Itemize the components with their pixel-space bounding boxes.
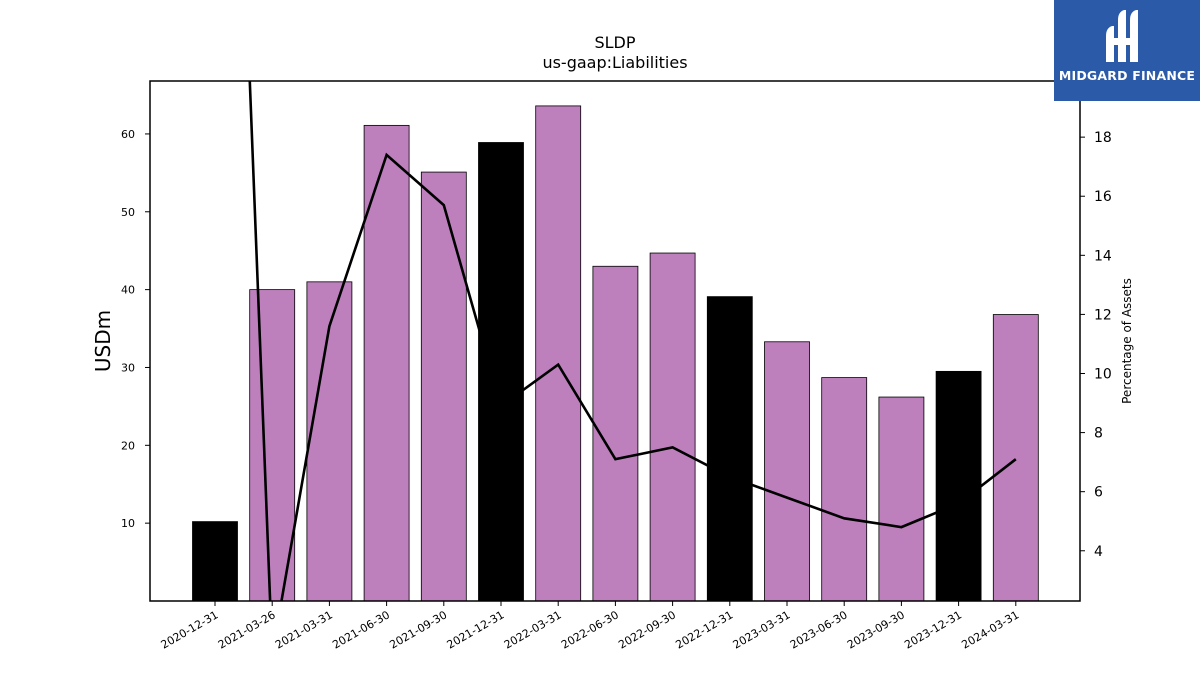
line-group — [248, 81, 1017, 601]
y2-tick-label: 6 — [1094, 485, 1103, 501]
x-tick-label: 2023-09-30 — [845, 608, 907, 651]
y-tick-label: 10 — [121, 517, 135, 530]
y-tick-label: 40 — [121, 284, 135, 297]
x-tick-label: 2020-12-31 — [159, 608, 221, 651]
bar-2022-03-31 — [535, 105, 582, 602]
x-tick-label: 2021-06-30 — [330, 608, 392, 651]
x-tick-label: 2022-12-31 — [673, 608, 735, 651]
y2-tick-label: 14 — [1094, 248, 1112, 264]
y-tick-label: 50 — [121, 206, 135, 219]
bar-2023-06-30 — [821, 377, 868, 602]
y-tick-label: 60 — [121, 128, 135, 141]
x-tick-label: 2022-06-30 — [559, 608, 621, 651]
chart-subtitle: us-gaap:Liabilities — [542, 53, 687, 72]
x-tick-label: 2023-12-31 — [902, 608, 964, 651]
x-tick-label: 2024-03-31 — [959, 608, 1021, 651]
x-tick-label: 2022-03-31 — [502, 608, 564, 651]
bar-2023-12-31 — [935, 370, 982, 602]
y2-tick-label: 4 — [1094, 544, 1103, 560]
y-tick-label: 30 — [121, 361, 135, 374]
x-tick-label: 2021-12-31 — [445, 608, 507, 651]
midgard-finance-logo: MIDGARD FINANCE — [1054, 0, 1200, 101]
bar-2022-12-31 — [706, 296, 753, 602]
bar-2023-03-31 — [764, 341, 810, 602]
x-tick-label: 2023-06-30 — [788, 608, 850, 651]
y2-tick-label: 12 — [1094, 307, 1112, 323]
x-tick-label: 2022-09-30 — [616, 608, 678, 651]
line-series-percentage — [248, 81, 1017, 601]
y2-tick-label: 10 — [1094, 367, 1112, 383]
y2-tick-label: 18 — [1094, 130, 1112, 146]
logo-text: MIDGARD FINANCE — [1058, 68, 1196, 83]
bar-2021-12-31 — [478, 142, 524, 602]
y2-axis-label: Percentage of Assets — [1120, 278, 1134, 404]
y-tick-label: 20 — [121, 439, 135, 452]
bar-2021-09-30 — [420, 171, 467, 602]
x-tick-label: 2021-09-30 — [387, 608, 449, 651]
logo-mark-icon — [1106, 10, 1138, 62]
bar-2023-09-30 — [878, 396, 925, 602]
x-tick-label: 2023-03-31 — [731, 608, 793, 651]
bar-2020-12-31 — [192, 521, 238, 602]
bar-2022-09-30 — [649, 252, 696, 602]
bar-2021-03-31 — [306, 281, 353, 602]
bar-2021-06-30 — [363, 124, 410, 602]
y2-tick-label: 8 — [1094, 426, 1103, 442]
y2-tick-label: 16 — [1094, 189, 1112, 205]
chart-title: SLDP — [594, 33, 635, 52]
bar-2024-03-31 — [992, 314, 1039, 602]
y-axis-label: USDm — [91, 310, 115, 372]
bar-2021-03-26 — [249, 289, 296, 602]
bars-group — [192, 105, 1039, 602]
x-tick-label: 2021-03-26 — [216, 608, 278, 651]
x-tick-label: 2021-03-31 — [273, 608, 335, 651]
